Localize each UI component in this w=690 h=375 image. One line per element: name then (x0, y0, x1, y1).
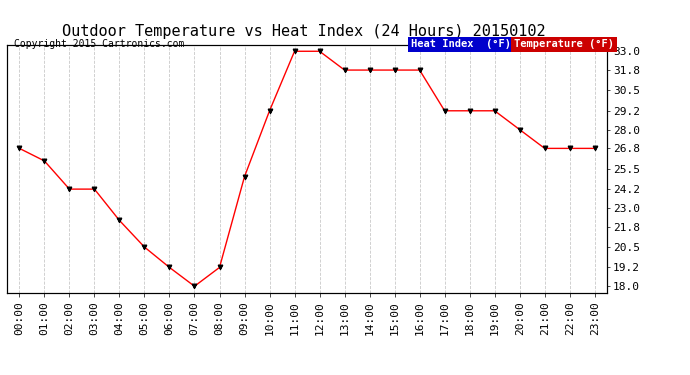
Text: Copyright 2015 Cartronics.com: Copyright 2015 Cartronics.com (14, 39, 184, 50)
Text: Outdoor Temperature vs Heat Index (24 Hours) 20150102: Outdoor Temperature vs Heat Index (24 Ho… (62, 24, 545, 39)
Text: Temperature (°F): Temperature (°F) (514, 39, 614, 50)
Text: Heat Index  (°F): Heat Index (°F) (411, 39, 511, 50)
